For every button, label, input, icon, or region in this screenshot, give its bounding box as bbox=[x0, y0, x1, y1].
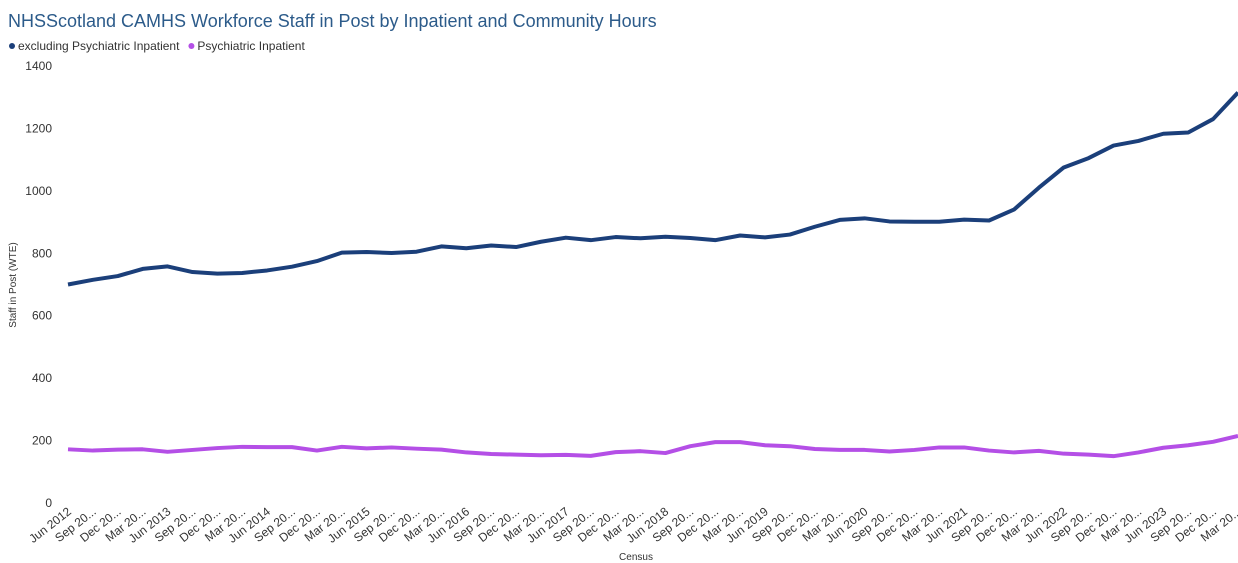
y-tick-label: 200 bbox=[32, 434, 52, 448]
legend-label: excluding Psychiatric Inpatient bbox=[18, 39, 180, 53]
y-tick-label: 1000 bbox=[25, 184, 52, 198]
y-tick-label: 1400 bbox=[25, 59, 52, 73]
y-tick-label: 800 bbox=[32, 246, 52, 260]
series-line bbox=[67, 91, 1238, 287]
legend-marker bbox=[9, 43, 15, 49]
legend-marker bbox=[188, 43, 195, 49]
chart-title: NHSScotland CAMHS Workforce Staff in Pos… bbox=[8, 11, 657, 31]
legend-label: Psychiatric Inpatient bbox=[197, 39, 305, 53]
y-axis-label: Staff in Post (WTE) bbox=[8, 242, 19, 327]
y-tick-label: 400 bbox=[32, 371, 52, 385]
x-axis-label: Census bbox=[619, 552, 653, 563]
y-tick-label: 1200 bbox=[25, 121, 52, 135]
series-line bbox=[67, 433, 1238, 459]
y-tick-label: 600 bbox=[32, 309, 52, 323]
y-tick-label: 0 bbox=[45, 496, 52, 510]
